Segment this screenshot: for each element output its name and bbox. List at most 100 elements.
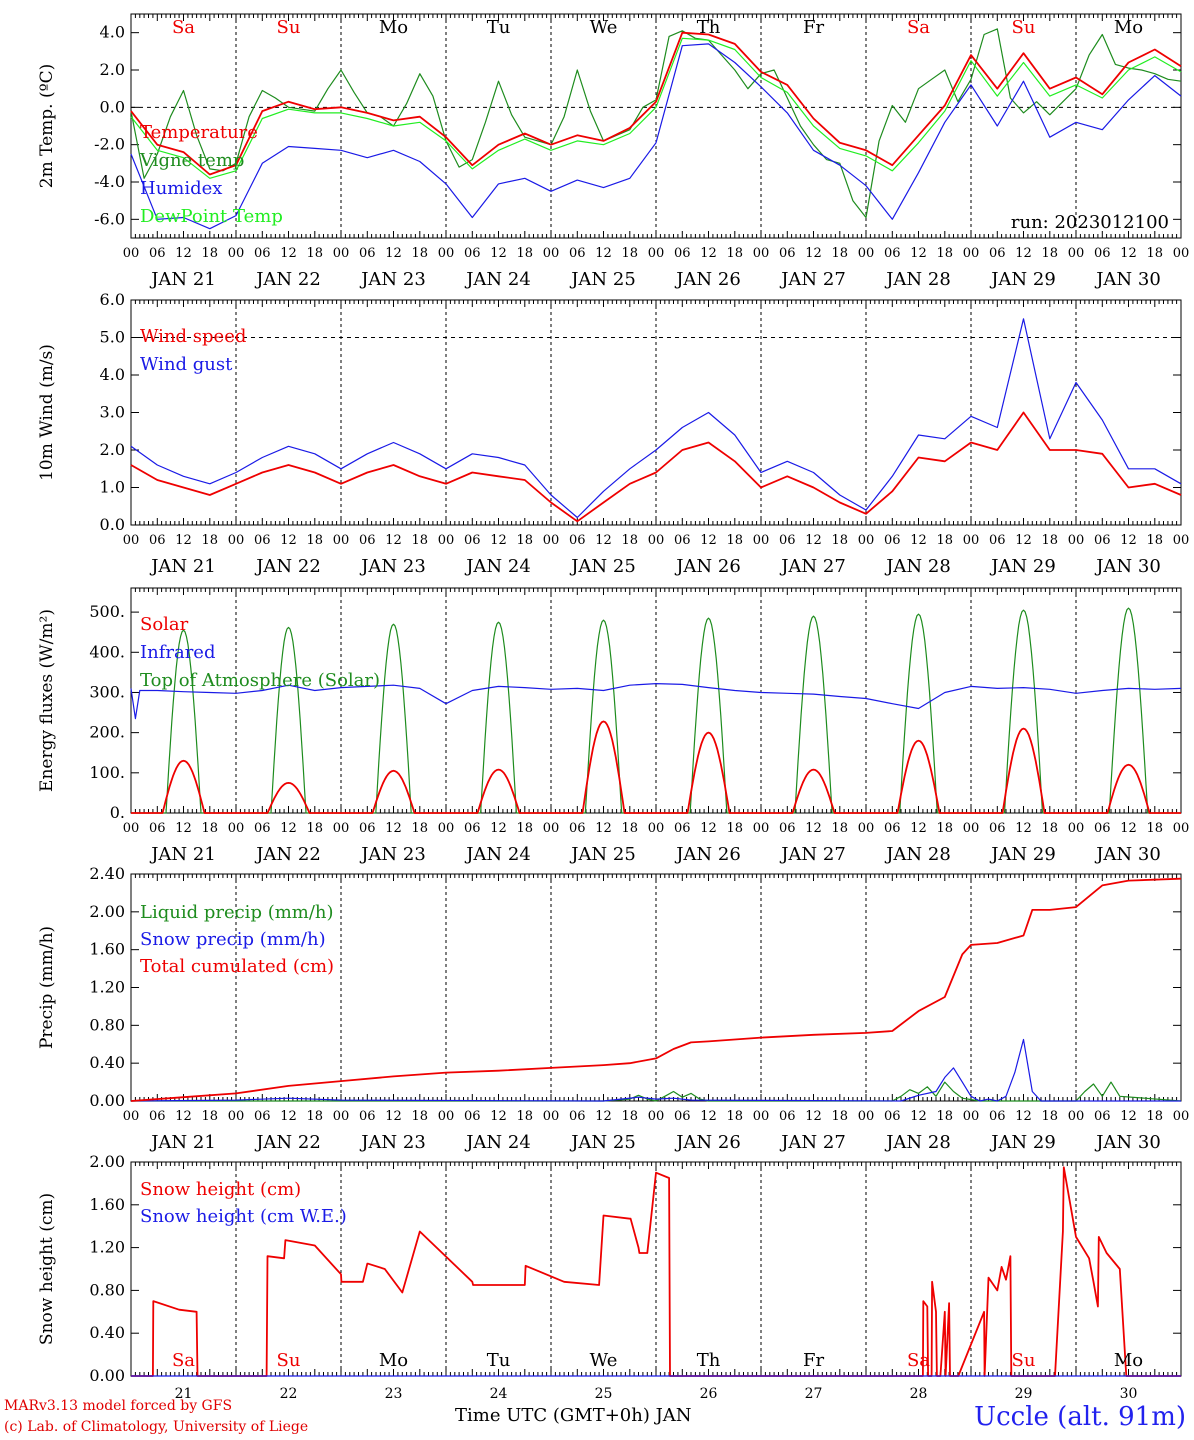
hour-tick-label: 06	[359, 533, 376, 548]
legend-entry: Liquid precip (mm/h)	[140, 902, 334, 923]
date-label: JAN 27	[779, 1132, 846, 1153]
hour-tick-label: 18	[306, 246, 323, 261]
y-tick-label: -2.0	[94, 135, 125, 154]
hour-tick-label: 12	[385, 246, 402, 261]
legend-entry: Snow height (cm W.E.)	[140, 1206, 347, 1227]
weekday-label: Tu	[487, 1350, 511, 1371]
hour-tick-label: 00	[228, 533, 245, 548]
date-label: JAN 25	[569, 844, 636, 865]
hour-tick-label: 06	[884, 821, 901, 836]
hour-tick-label: 18	[621, 1109, 638, 1124]
hour-tick-label: 00	[753, 533, 770, 548]
hour-tick-label: 06	[779, 1109, 796, 1124]
hour-tick-label: 00	[1173, 821, 1190, 836]
hour-tick-label: 06	[569, 246, 586, 261]
hour-tick-label: 12	[910, 246, 927, 261]
hour-tick-label: 06	[779, 246, 796, 261]
day-number-label: 28	[910, 1386, 928, 1402]
y-tick-label: 0.0	[100, 515, 125, 534]
hour-tick-label: 12	[280, 533, 297, 548]
day-number-label: 29	[1015, 1386, 1033, 1402]
y-axis-title: Precip (mm/h)	[37, 926, 57, 1049]
hour-tick-label: 00	[1068, 821, 1085, 836]
date-label: JAN 30	[1094, 844, 1161, 865]
hour-tick-label: 18	[726, 246, 743, 261]
hour-tick-label: 06	[884, 533, 901, 548]
weekday-label: Su	[1012, 17, 1036, 38]
hour-tick-label: 06	[1094, 246, 1111, 261]
y-axis-title: Energy fluxes (W/m²)	[37, 609, 57, 792]
hour-tick-label: 00	[858, 246, 875, 261]
y-tick-label: 300.	[89, 682, 125, 701]
legend-entry: DewPoint Temp	[140, 206, 283, 227]
series-line-temperature	[130, 31, 1182, 176]
date-label: JAN 23	[359, 556, 426, 577]
panel-2: 0.0 1.0 2.0 3.0 4.0 5.0 6.0 10m Wind (m/s) Wind …	[37, 290, 1189, 577]
weekday-label: Th	[697, 17, 721, 38]
series-line-dewpoint-temp	[130, 37, 1182, 179]
hour-tick-label: 06	[149, 533, 166, 548]
hour-tick-label: 18	[831, 533, 848, 548]
hour-tick-label: 06	[779, 821, 796, 836]
hour-tick-label: 00	[1068, 1109, 1085, 1124]
hour-tick-label: 06	[674, 1109, 691, 1124]
hour-tick-label: 18	[831, 821, 848, 836]
x-axis-title: Time UTC (GMT+0h) JAN	[455, 1405, 692, 1426]
hour-tick-label: 18	[936, 821, 953, 836]
series-line-humidex	[130, 43, 1182, 230]
legend-entry: Infrared	[140, 642, 215, 663]
day-number-label: 25	[595, 1386, 613, 1402]
hour-tick-label: 00	[228, 246, 245, 261]
hour-tick-label: 00	[648, 533, 665, 548]
y-tick-label: 2.0	[100, 440, 125, 459]
y-tick-label: 2.00	[89, 1152, 125, 1171]
hour-tick-label: 06	[464, 1109, 481, 1124]
series-line-solar	[131, 720, 1181, 814]
hour-tick-label: 00	[438, 821, 455, 836]
hour-tick-label: 06	[989, 1109, 1006, 1124]
day-number-label: 23	[385, 1386, 403, 1402]
hour-tick-label: 18	[831, 1109, 848, 1124]
hour-tick-label: 00	[1173, 533, 1190, 548]
hour-tick-label: 00	[753, 1109, 770, 1124]
date-label: JAN 26	[674, 269, 741, 290]
date-label: JAN 30	[1094, 556, 1161, 577]
hour-tick-label: 00	[1068, 246, 1085, 261]
hour-tick-label: 12	[490, 246, 507, 261]
day-number-label: 27	[805, 1386, 823, 1402]
hour-tick-label: 06	[254, 821, 271, 836]
weekday-label: Su	[277, 1350, 301, 1371]
hour-tick-label: 06	[1094, 821, 1111, 836]
hour-tick-label: 12	[595, 821, 612, 836]
y-tick-label: 1.20	[89, 978, 125, 997]
hour-tick-label: 18	[621, 533, 638, 548]
hour-tick-label: 00	[123, 246, 140, 261]
hour-tick-label: 00	[123, 1109, 140, 1124]
weekday-label: Fr	[803, 1350, 824, 1371]
hour-tick-label: 12	[700, 821, 717, 836]
hour-tick-label: 12	[910, 1109, 927, 1124]
hour-tick-label: 06	[884, 246, 901, 261]
date-label: JAN 29	[989, 1132, 1056, 1153]
panel-3: 0. 100. 200. 300. 400. 500. Energy fluxes (W/m…	[37, 587, 1190, 865]
y-tick-label: 3.0	[100, 403, 125, 422]
weekday-label: We	[590, 1350, 618, 1371]
hour-tick-label: 18	[201, 821, 218, 836]
hour-tick-label: 12	[1015, 246, 1032, 261]
hour-tick-label: 00	[333, 821, 350, 836]
date-label: JAN 25	[569, 1132, 636, 1153]
hour-tick-label: 18	[1146, 246, 1163, 261]
hour-tick-label: 00	[963, 246, 980, 261]
hour-tick-label: 00	[858, 1109, 875, 1124]
hour-tick-label: 06	[1094, 1109, 1111, 1124]
y-tick-label: 0.00	[89, 1091, 125, 1110]
legend-entry: Snow height (cm)	[140, 1179, 301, 1200]
hour-tick-label: 12	[595, 246, 612, 261]
date-label: JAN 28	[884, 269, 951, 290]
date-label: JAN 28	[884, 1132, 951, 1153]
hour-tick-label: 06	[149, 246, 166, 261]
hour-tick-label: 06	[464, 821, 481, 836]
hour-tick-label: 00	[438, 246, 455, 261]
hour-tick-label: 18	[411, 821, 428, 836]
y-tick-label: -4.0	[94, 172, 125, 191]
